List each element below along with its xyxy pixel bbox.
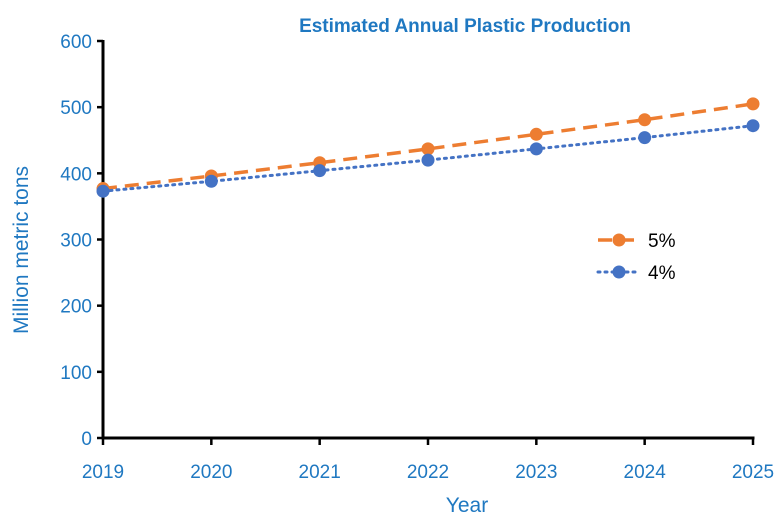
legend-marker — [612, 233, 626, 247]
data-point — [638, 131, 652, 145]
y-axis-label: Million metric tons — [10, 166, 33, 334]
data-point — [529, 127, 543, 141]
x-tick-label: 2023 — [515, 462, 557, 483]
legend-marker — [612, 265, 626, 279]
data-point — [204, 174, 218, 188]
x-tick-label: 2024 — [624, 462, 667, 483]
legend: 5% 4% — [596, 231, 676, 284]
y-tick-label: 300 — [60, 231, 92, 252]
data-point — [421, 153, 435, 167]
y-tick-label: 600 — [60, 32, 92, 53]
data-point — [746, 97, 760, 111]
data-point — [421, 142, 435, 156]
x-tick-label: 2022 — [407, 462, 449, 483]
legend-label: 5% — [648, 231, 676, 252]
y-tick-label: 100 — [60, 363, 92, 384]
data-point — [529, 142, 543, 156]
x-tick-label: 2019 — [82, 462, 124, 483]
x-tick-label: 2021 — [299, 462, 341, 483]
axes: 0 100 200 300 400 500 600 2019 2020 2021 2022 2023 2… — [60, 32, 774, 483]
series-group — [96, 97, 760, 198]
x-tick-label: 2020 — [190, 462, 232, 483]
y-tick-label: 200 — [60, 297, 92, 318]
y-tick-label: 500 — [60, 98, 92, 119]
data-point — [96, 184, 110, 198]
x-tick-label: 2025 — [732, 462, 774, 483]
y-tick-label: 0 — [81, 429, 92, 450]
chart-title: Estimated Annual Plastic Production — [299, 16, 631, 37]
x-axis-label: Year — [446, 494, 488, 513]
data-point — [638, 113, 652, 127]
data-point — [746, 119, 760, 133]
data-point — [313, 164, 327, 178]
y-tick-label: 400 — [60, 164, 92, 185]
legend-label: 4% — [648, 263, 676, 284]
